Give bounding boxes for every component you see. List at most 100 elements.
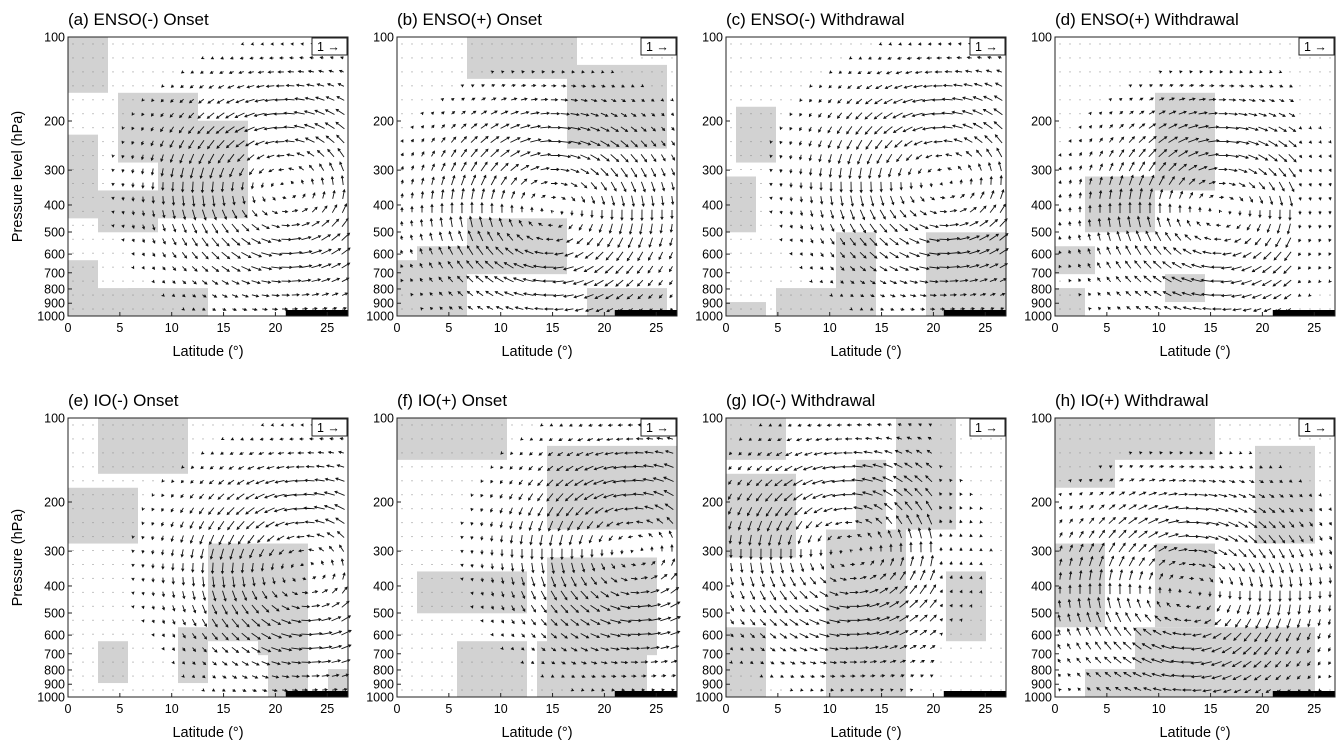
wind-vector: [1317, 605, 1322, 613]
vector-dot: [671, 57, 673, 59]
wind-vector: [131, 577, 135, 582]
vector-dot: [1119, 71, 1121, 73]
wind-vector: [226, 493, 235, 500]
wind-vector: [326, 83, 335, 87]
vector-dot: [451, 452, 453, 454]
wind-vector: [1108, 555, 1115, 567]
wind-vector: [1238, 98, 1247, 102]
vector-dot: [192, 438, 194, 440]
vector-dot: [451, 619, 453, 621]
wind-vector: [160, 154, 164, 163]
wind-vector: [232, 307, 237, 312]
y-axis-label: Pressure level (hPa): [10, 111, 26, 242]
wind-vector: [430, 111, 435, 115]
wind-vector: [510, 123, 521, 129]
wind-vector: [1318, 168, 1322, 173]
wind-vector: [869, 617, 881, 622]
wind-vector: [671, 182, 675, 191]
panel-title: (e) IO(-) Onset: [68, 391, 179, 410]
wind-vector: [481, 188, 486, 200]
wind-vector: [131, 265, 135, 270]
wind-vector: [779, 168, 783, 173]
wind-vector: [302, 193, 306, 199]
wind-vector: [1058, 688, 1062, 692]
wind-vector: [640, 590, 650, 594]
wind-vector: [1108, 504, 1116, 510]
wind-vector: [1188, 521, 1200, 525]
vector-dot: [92, 494, 94, 496]
wind-vector: [767, 438, 772, 441]
wind-vector: [779, 140, 783, 145]
wind-vector: [111, 224, 115, 228]
vector-dot: [730, 210, 732, 212]
wind-vector: [230, 181, 234, 192]
wind-vector: [571, 661, 577, 665]
wind-vector: [799, 196, 803, 203]
wind-vector: [1190, 675, 1202, 679]
wind-vector: [1318, 493, 1322, 497]
wind-vector: [959, 492, 963, 496]
wind-vector: [820, 674, 826, 678]
wind-vector: [488, 216, 493, 228]
wind-vector: [131, 126, 135, 131]
wind-vector: [1253, 674, 1262, 681]
wind-vector: [789, 252, 793, 256]
wind-vector: [530, 165, 540, 171]
y-tick-label: 700: [702, 647, 723, 661]
vector-dot: [441, 577, 443, 579]
wind-vector: [610, 126, 619, 132]
vector-dot: [411, 43, 413, 45]
wind-vector: [869, 631, 881, 636]
vector-dot: [102, 508, 104, 510]
wind-vector: [439, 306, 443, 310]
wind-vector: [859, 575, 867, 580]
wind-vector: [1190, 292, 1202, 296]
significance-shading: [457, 641, 527, 697]
wind-vector: [1242, 252, 1252, 258]
vector-dot: [740, 196, 742, 198]
vector-dot: [730, 438, 732, 440]
wind-vector: [1299, 535, 1304, 543]
wind-vector: [830, 688, 835, 692]
wind-vector: [291, 279, 302, 283]
wind-vector: [969, 221, 979, 227]
vector-dot: [990, 661, 992, 663]
vector-dot: [102, 661, 104, 663]
wind-vector: [519, 451, 523, 456]
wind-vector: [212, 307, 217, 311]
wind-vector: [939, 589, 943, 594]
wind-vector: [475, 290, 484, 297]
wind-vector: [140, 154, 145, 161]
wind-vector: [268, 168, 275, 173]
wind-vector: [829, 619, 841, 624]
wind-vector: [1198, 479, 1207, 483]
wind-vector: [571, 674, 576, 678]
wind-vector: [441, 136, 446, 143]
wind-vector: [254, 140, 265, 146]
wind-vector: [919, 629, 928, 636]
wind-vector: [648, 294, 653, 299]
wind-vector: [583, 479, 594, 486]
wind-vector: [1114, 687, 1122, 691]
wind-vector: [870, 560, 875, 566]
vector-dot: [1099, 438, 1101, 440]
wind-vector: [141, 591, 145, 596]
vector-dot: [1229, 438, 1231, 440]
wind-vector: [799, 168, 803, 175]
wind-vector: [590, 112, 600, 117]
vector-dot: [800, 71, 802, 73]
wind-vector: [225, 140, 235, 149]
vector-dot: [72, 577, 74, 579]
wind-vector: [1105, 611, 1112, 623]
wind-vector: [202, 307, 206, 311]
wind-vectors: [400, 43, 675, 313]
wind-vector: [1220, 280, 1232, 284]
vector-dot: [810, 294, 812, 296]
wind-vector: [1078, 543, 1084, 552]
vector-dot: [740, 294, 742, 296]
wind-vector: [1139, 110, 1145, 115]
wind-vector: [1308, 493, 1313, 497]
wind-vector: [199, 493, 205, 500]
wind-vector: [160, 98, 164, 103]
wind-vector: [1238, 521, 1249, 528]
